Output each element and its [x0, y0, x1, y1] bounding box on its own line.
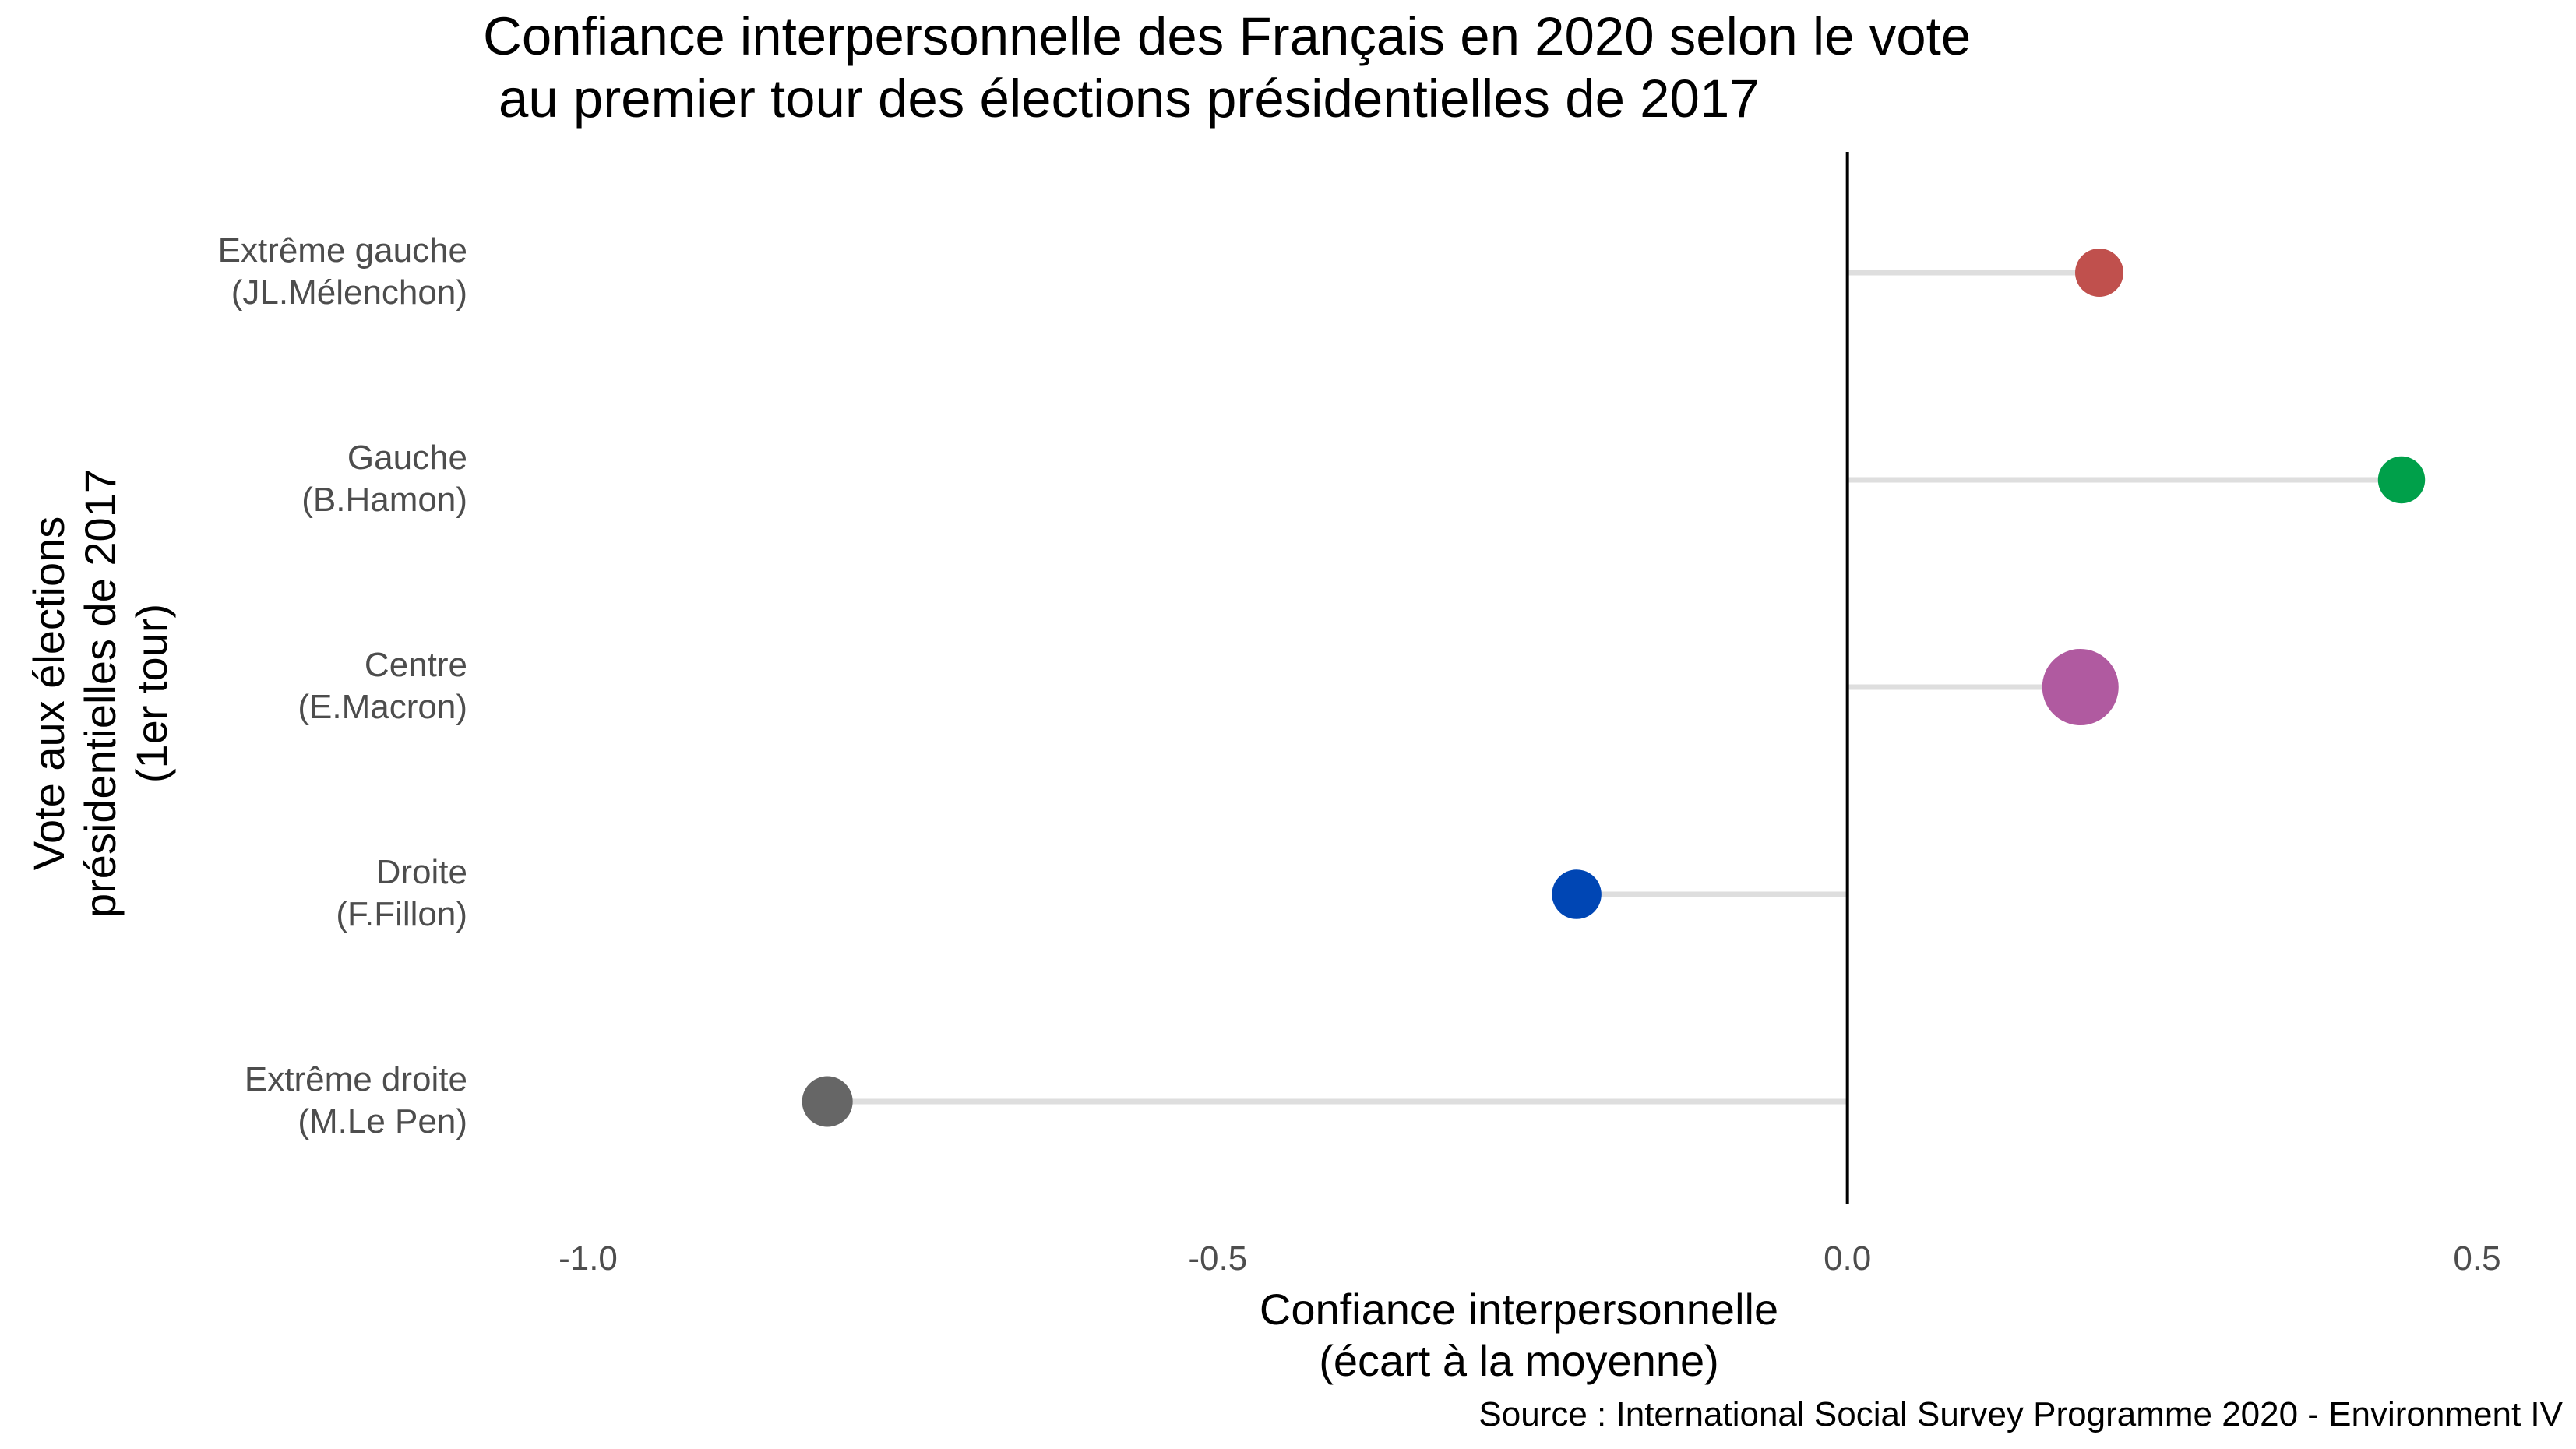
source-caption: Source : International Social Survey Pro…	[1478, 1395, 2563, 1433]
y-axis-title-line: Vote aux élections	[24, 516, 73, 871]
x-tick-label: -0.5	[1188, 1239, 1247, 1278]
chart-title-line: au premier tour des élections présidenti…	[499, 69, 1760, 129]
x-tick-label: -1.0	[559, 1239, 618, 1278]
x-axis-title-line: (écart à la moyenne)	[1319, 1336, 1719, 1385]
y-tick-label: (F.Fillon)	[336, 895, 467, 933]
y-tick-label: Extrême gauche	[218, 231, 467, 270]
y-tick-label: Centre	[365, 646, 467, 684]
lollipop-dot	[2377, 456, 2426, 504]
y-tick-label: (M.Le Pen)	[298, 1102, 467, 1141]
y-tick-label: Droite	[376, 853, 467, 891]
lollipop-stems	[827, 270, 2402, 1105]
y-tick-label: Gauche	[347, 439, 467, 477]
chart-title-line: Confiance interpersonnelle des Français …	[483, 6, 1971, 66]
lollipop-dot	[2075, 249, 2123, 297]
lollipop-dots	[802, 249, 2426, 1127]
y-axis-title-line: (1er tour)	[127, 604, 176, 783]
x-tick-label: 0.0	[1824, 1239, 1871, 1278]
y-tick-label: (E.Macron)	[298, 688, 467, 726]
x-axis-title: Confiance interpersonnelle(écart à la mo…	[1260, 1285, 1778, 1385]
chart-title: Confiance interpersonnelle des Français …	[483, 6, 1971, 129]
y-tick-label: (B.Hamon)	[301, 481, 467, 519]
y-tick-label: (JL.Mélenchon)	[231, 273, 467, 312]
y-tick-label: Extrême droite	[245, 1060, 467, 1098]
y-axis-title: Vote aux élections présidentielles de 201…	[24, 469, 176, 918]
lollipop-dot	[802, 1076, 853, 1127]
x-axis-title-line: Confiance interpersonnelle	[1260, 1285, 1778, 1334]
y-tick-labels: Extrême gauche(JL.Mélenchon) Gauche (B.Ham…	[218, 231, 467, 1141]
y-axis-title-line: présidentielles de 2017	[76, 469, 125, 918]
x-tick-label: 0.5	[2453, 1239, 2500, 1278]
x-tick-labels: -1.0 -0.5 0.0 0.5	[559, 1239, 2501, 1278]
lollipop-dot	[1552, 869, 1602, 919]
lollipop-dot	[2042, 648, 2119, 726]
